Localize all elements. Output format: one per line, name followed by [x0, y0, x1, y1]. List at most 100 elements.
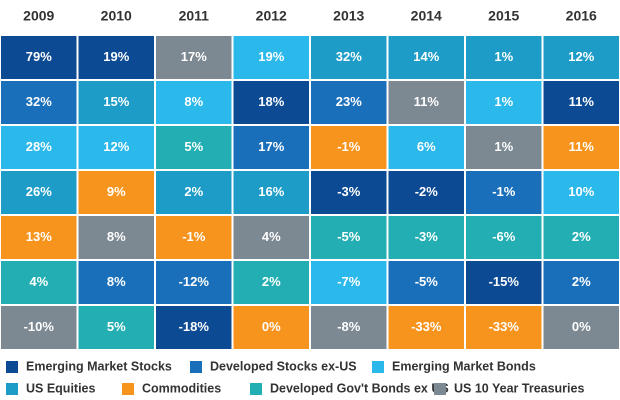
- cell: [543, 171, 619, 214]
- cell: [156, 126, 232, 169]
- cell-value: 4%: [29, 274, 48, 289]
- cell: [78, 216, 154, 259]
- cell-value: 11%: [414, 94, 440, 109]
- cell: [311, 261, 387, 304]
- cell-value: 11%: [569, 94, 595, 109]
- cell-value: -33%: [411, 319, 442, 334]
- cell-value: -12%: [179, 274, 210, 289]
- cell-value: 26%: [26, 184, 52, 199]
- cell-value: -15%: [489, 274, 520, 289]
- cell: [388, 216, 464, 259]
- cell: [388, 171, 464, 214]
- legend-swatch: [6, 383, 18, 395]
- cell: [543, 216, 619, 259]
- cell: [466, 36, 542, 79]
- cell: [388, 261, 464, 304]
- legend-swatch: [372, 361, 384, 373]
- cell: [466, 216, 542, 259]
- cell-value: 19%: [258, 49, 284, 64]
- cell: [311, 36, 387, 79]
- cell-value: 6%: [417, 139, 436, 154]
- cell: [311, 171, 387, 214]
- cell-value: 23%: [336, 94, 362, 109]
- cell-value: 2%: [184, 184, 203, 199]
- cell-value: -5%: [415, 274, 439, 289]
- cell-value: 32%: [336, 49, 362, 64]
- cell-value: 12%: [103, 139, 129, 154]
- year-header: 2011: [179, 8, 210, 24]
- cell: [156, 36, 232, 79]
- cell: [466, 306, 542, 349]
- cell: [311, 306, 387, 349]
- cell: [78, 261, 154, 304]
- cell: [543, 306, 619, 349]
- cell: [311, 126, 387, 169]
- legend-swatch: [122, 383, 134, 395]
- cell: [156, 306, 232, 349]
- cell: [233, 171, 309, 214]
- cell: [1, 306, 77, 349]
- legend-label: Developed Gov't Bonds ex US: [270, 381, 449, 395]
- cell: [233, 81, 309, 124]
- cell-value: 18%: [258, 94, 284, 109]
- legend-label: Emerging Market Bonds: [392, 359, 536, 373]
- cell: [156, 171, 232, 214]
- legend-swatch: [6, 361, 18, 373]
- year-header: 2013: [333, 8, 364, 24]
- year-header: 2009: [23, 8, 54, 24]
- year-header: 2015: [488, 8, 519, 24]
- cell-value: 1%: [494, 94, 513, 109]
- cell-value: 28%: [26, 139, 52, 154]
- cell-value: 19%: [103, 49, 129, 64]
- cell-value: 0%: [572, 319, 591, 334]
- cell-value: 10%: [568, 184, 594, 199]
- cell-value: 5%: [107, 319, 126, 334]
- cell: [388, 36, 464, 79]
- legend-swatch: [434, 383, 446, 395]
- cell-value: -1%: [337, 139, 361, 154]
- cell: [78, 36, 154, 79]
- cell: [1, 171, 77, 214]
- cell-value: -10%: [24, 319, 55, 334]
- cell: [311, 81, 387, 124]
- cell-value: 1%: [494, 49, 513, 64]
- cell-value: -8%: [337, 319, 361, 334]
- cell: [1, 261, 77, 304]
- legend-label: US Equities: [26, 381, 96, 395]
- cell: [233, 306, 309, 349]
- cell: [233, 126, 309, 169]
- cell: [1, 126, 77, 169]
- cell: [1, 216, 77, 259]
- cell-value: -2%: [415, 184, 439, 199]
- cell-value: -33%: [489, 319, 520, 334]
- cell: [233, 261, 309, 304]
- cell-value: 12%: [568, 49, 594, 64]
- year-header: 2016: [566, 8, 597, 24]
- year-header: 2014: [411, 8, 442, 24]
- cell-value: -1%: [182, 229, 206, 244]
- cell-value: 0%: [262, 319, 281, 334]
- cell-value: 8%: [184, 94, 203, 109]
- cell: [156, 81, 232, 124]
- legend-swatch: [190, 361, 202, 373]
- cell: [78, 81, 154, 124]
- legend-swatch: [250, 383, 262, 395]
- cell-value: 16%: [258, 184, 284, 199]
- cell: [543, 81, 619, 124]
- cell: [543, 261, 619, 304]
- cell: [233, 36, 309, 79]
- cell-value: 1%: [494, 139, 513, 154]
- cell-value: -1%: [492, 184, 516, 199]
- cell-value: 8%: [107, 229, 126, 244]
- cell: [388, 306, 464, 349]
- cell-value: 15%: [103, 94, 129, 109]
- cell: [1, 81, 77, 124]
- cell-value: -18%: [179, 319, 210, 334]
- cell-value: 9%: [107, 184, 126, 199]
- cell: [78, 171, 154, 214]
- cell: [78, 126, 154, 169]
- cell-value: 8%: [107, 274, 126, 289]
- cell: [543, 126, 619, 169]
- cell: [233, 216, 309, 259]
